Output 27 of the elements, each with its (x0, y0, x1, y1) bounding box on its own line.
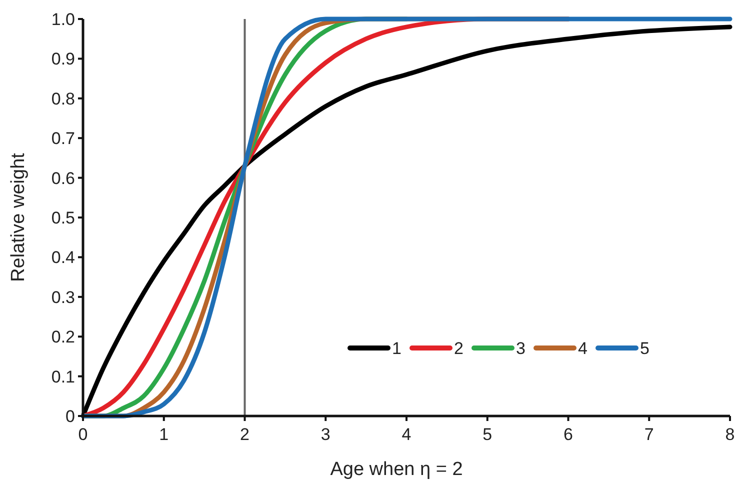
x-tick-label: 1 (159, 425, 169, 444)
x-tick-label: 3 (320, 425, 330, 444)
y-tick-label: 0.4 (51, 248, 75, 268)
x-axis-title: Age when η = 2 (330, 459, 463, 480)
legend-label: 3 (516, 339, 526, 358)
y-axis-title: Relative weight (8, 152, 29, 282)
x-tick-label: 6 (564, 425, 573, 444)
x-tick-label: 5 (482, 425, 492, 444)
x-tick-label: 7 (644, 425, 654, 444)
y-tick-label: 0.8 (51, 89, 75, 108)
y-tick-label: 0.1 (51, 367, 75, 386)
x-tick-label: 2 (240, 425, 250, 444)
y-tick-label: 0.9 (51, 50, 75, 69)
y-tick-label: 0.7 (51, 129, 75, 148)
x-tick-label: 8 (725, 425, 735, 444)
y-tick-label: 0 (66, 407, 75, 426)
x-tick-label: 4 (402, 425, 412, 444)
x-tick-label: 0 (78, 425, 88, 444)
legend-label: 5 (640, 339, 650, 358)
legend-label: 4 (578, 339, 588, 358)
y-tick-label: 1.0 (51, 10, 75, 29)
y-tick-label: 0.2 (51, 328, 75, 347)
legend-label: 1 (392, 339, 402, 358)
y-tick-label: 0.6 (51, 168, 75, 188)
legend-label: 2 (454, 339, 464, 358)
y-tick-label: 0.3 (51, 288, 75, 307)
y-tick-label: 0.5 (51, 208, 75, 228)
